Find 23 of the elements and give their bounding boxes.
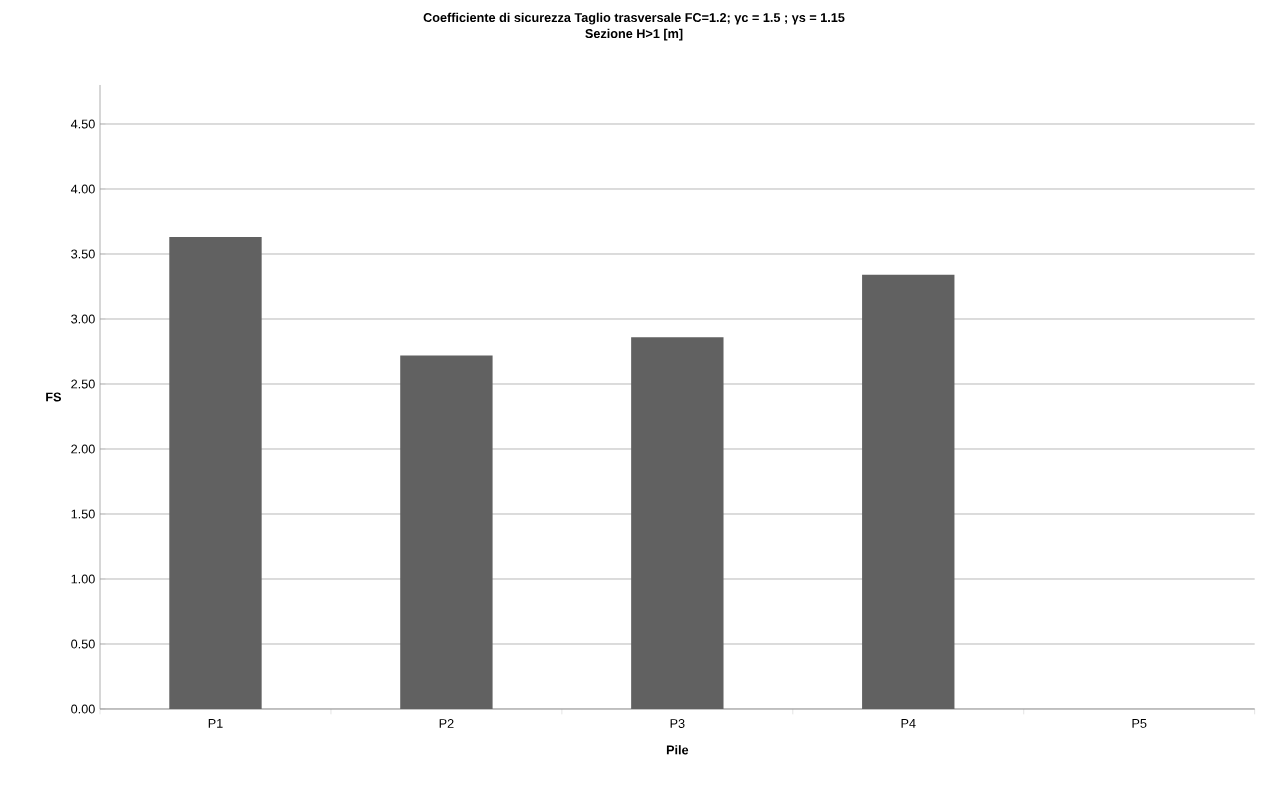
x-tick-label: P2 [439,719,454,728]
bar [169,237,262,709]
x-tick-label: P1 [208,719,223,728]
x-tick-label: P3 [670,719,685,728]
y-tick-label: 4.00 [70,184,95,194]
bar [631,337,724,709]
y-tick-label: 1.50 [71,509,95,519]
x-tick-label: P5 [1132,719,1147,728]
y-tick-label: 0.00 [71,704,95,714]
y-axis-title: FS [46,392,62,402]
y-tick-label: 2.50 [71,379,95,389]
y-tick-label: 4.50 [70,119,95,129]
y-tick-label: 1.00 [71,574,95,584]
chart-subtitle: Sezione H>1 [m] [585,28,683,41]
x-axis-title: Pile [666,745,689,755]
bar [862,274,955,709]
y-tick-label: 0.50 [71,639,95,649]
y-tick-label: 2.00 [71,444,95,454]
x-tick-label: P4 [901,719,916,728]
bar [400,355,493,709]
y-tick-label: 3.50 [71,249,95,259]
y-tick-label: 3.00 [71,314,95,324]
chart-title: Coefficiente di sicurezza Taglio trasversale FC=1.2; γc = 1.5 ; γs = 1.15 [423,12,845,25]
